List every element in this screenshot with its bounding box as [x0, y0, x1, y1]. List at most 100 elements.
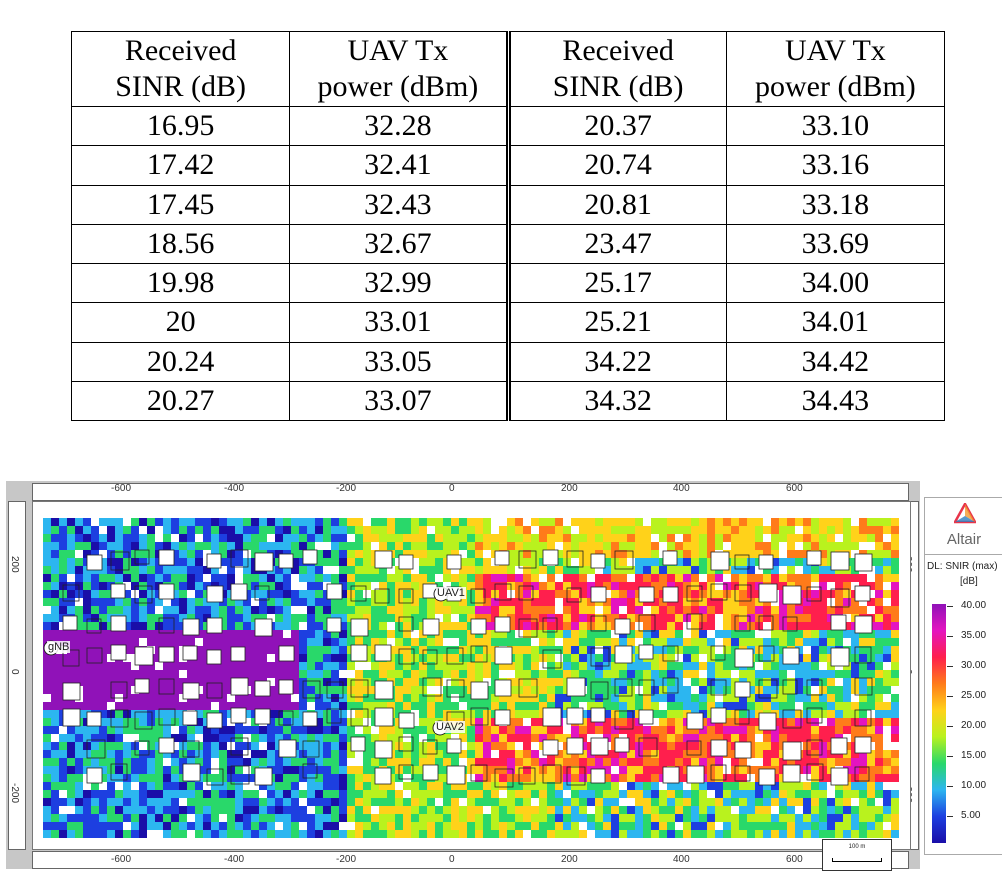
y-tick-label: -200 [9, 783, 20, 804]
colorbar-tick-label: 15.00 [961, 750, 987, 761]
x-tick-label: 600 [786, 483, 803, 494]
legend-title: DL: SNIR (max) [927, 561, 998, 572]
sinr-cell: 17.45 [70, 184, 291, 225]
colorbar-tick-mark [947, 816, 953, 817]
tx-power-cell: 32.43 [289, 184, 511, 225]
tx-power-cell: 32.41 [289, 145, 511, 186]
colorbar-tick-label: 25.00 [961, 690, 987, 701]
x-tick-label: -200 [336, 483, 357, 494]
colorbar-tick-mark [947, 726, 953, 727]
table-row: 17.45 32.43 20.81 33.18 [70, 184, 946, 225]
bottom-ruler [32, 851, 909, 869]
uav1-label: UAV1 [436, 587, 466, 599]
table-row: 20.24 33.05 34.22 34.42 [70, 341, 946, 382]
colorbar-tick-label: 30.00 [961, 660, 987, 671]
coverage-map-frame: -600 -600 -400 -400 -200 -200 0 0 200 200 400 400 60… [6, 481, 920, 871]
x-tick-label: -200 [336, 854, 357, 865]
tx-power-cell: 32.99 [289, 262, 511, 304]
tx-power-cell: 33.69 [725, 223, 946, 265]
x-tick-label: -600 [111, 483, 132, 494]
x-tick-label: -600 [111, 854, 132, 865]
sinr-cell: 19.98 [70, 262, 291, 304]
x-tick-label: 600 [786, 854, 803, 865]
results-table: Received SINR (dB) UAV Tx power (dBm) Rece… [70, 31, 946, 422]
colorbar-tick-mark [947, 606, 953, 607]
sinr-cell: 25.17 [507, 262, 727, 304]
sinr-cell: 16.95 [70, 105, 291, 147]
sinr-cell: 20.24 [70, 341, 291, 382]
tx-power-cell: 33.07 [289, 380, 511, 422]
x-tick-label: 0 [449, 854, 455, 865]
legend-unit: [dB] [960, 576, 978, 587]
colorbar-tick-mark [947, 666, 953, 667]
sinr-cell: 18.56 [70, 223, 291, 265]
y-tick-label: 200 [9, 556, 20, 573]
sinr-heatmap-area[interactable]: gNB UAV1 UAV2 [32, 501, 911, 850]
left-ruler [8, 501, 26, 850]
colorbar-legend: Altair DL: SNIR (max) [dB] 40.00 35.00 30.… [924, 497, 1002, 855]
colorbar-tick-label: 40.00 [961, 600, 987, 611]
table-row: 16.95 32.28 20.37 33.10 [70, 105, 946, 147]
sinr-cell: 34.32 [507, 380, 727, 422]
table-row: 19.98 32.99 25.17 34.00 [70, 262, 946, 304]
sinr-cell: 20.81 [507, 184, 727, 225]
tx-power-cell: 33.05 [289, 341, 511, 382]
table-row: 18.56 32.67 23.47 33.69 [70, 223, 946, 265]
colorbar-tick-label: 10.00 [961, 780, 987, 791]
scale-bar: 100 m [822, 839, 892, 871]
tx-power-cell: 34.01 [725, 302, 946, 343]
table-row: 17.42 32.41 20.74 33.16 [70, 145, 946, 186]
colorbar-tick-mark [947, 756, 953, 757]
tx-power-cell: 34.43 [725, 380, 946, 422]
x-tick-label: -400 [224, 483, 245, 494]
uav2-label: UAV2 [435, 721, 465, 733]
tx-power-cell: 33.16 [725, 145, 946, 186]
x-tick-label: 200 [561, 854, 578, 865]
top-ruler [32, 483, 909, 501]
y-tick-label: 0 [9, 669, 20, 675]
sinr-cell: 25.21 [507, 302, 727, 343]
sinr-cell: 34.22 [507, 341, 727, 382]
legend-divider [925, 554, 1002, 555]
color-scale-bar [932, 604, 946, 843]
building-outlines [62, 549, 873, 788]
colorbar-tick-label: 5.00 [961, 810, 981, 821]
table-header-row: Received SINR (dB) UAV Tx power (dBm) Rece… [70, 31, 946, 107]
tx-power-cell: 33.18 [725, 184, 946, 225]
sinr-cell: 23.47 [507, 223, 727, 265]
colorbar-tick-mark [947, 636, 953, 637]
sinr-cell: 20.27 [70, 380, 291, 422]
tx-power-cell: 32.67 [289, 223, 511, 265]
sinr-cell: 20.37 [507, 105, 727, 147]
altair-logo-icon [954, 503, 976, 524]
colorbar-tick-mark [947, 696, 953, 697]
colorbar-tick-mark [947, 786, 953, 787]
header-received-sinr-1: Received SINR (dB) [70, 31, 291, 107]
results-table-container: Received SINR (dB) UAV Tx power (dBm) Rece… [70, 31, 946, 422]
header-received-sinr-2: Received SINR (dB) [507, 31, 727, 107]
table-row: 20 33.01 25.21 34.01 [70, 302, 946, 343]
gnb-label: gNB [47, 641, 71, 653]
scale-bar-label: 100 m [848, 844, 866, 850]
x-tick-label: 200 [561, 483, 578, 494]
table-row: 20.27 33.07 34.32 34.43 [70, 380, 946, 422]
tx-power-cell: 33.01 [289, 302, 511, 343]
tx-power-cell: 33.10 [725, 105, 946, 147]
colorbar-tick-label: 20.00 [961, 720, 987, 731]
x-tick-label: -400 [224, 854, 245, 865]
x-tick-label: 400 [673, 483, 690, 494]
sinr-cell: 20 [70, 302, 291, 343]
x-tick-label: 400 [673, 854, 690, 865]
tx-power-cell: 34.42 [725, 341, 946, 382]
scale-bar-line [832, 858, 882, 862]
sinr-cell: 17.42 [70, 145, 291, 186]
tx-power-cell: 32.28 [289, 105, 511, 147]
sinr-heatmap [43, 518, 899, 838]
x-tick-label: 0 [449, 483, 455, 494]
header-uav-tx-power-2: UAV Tx power (dBm) [725, 31, 946, 107]
colorbar-tick-label: 35.00 [961, 630, 987, 641]
brand-name: Altair [946, 531, 982, 548]
tx-power-cell: 34.00 [725, 262, 946, 304]
header-uav-tx-power-1: UAV Tx power (dBm) [289, 31, 511, 107]
sinr-cell: 20.74 [507, 145, 727, 186]
